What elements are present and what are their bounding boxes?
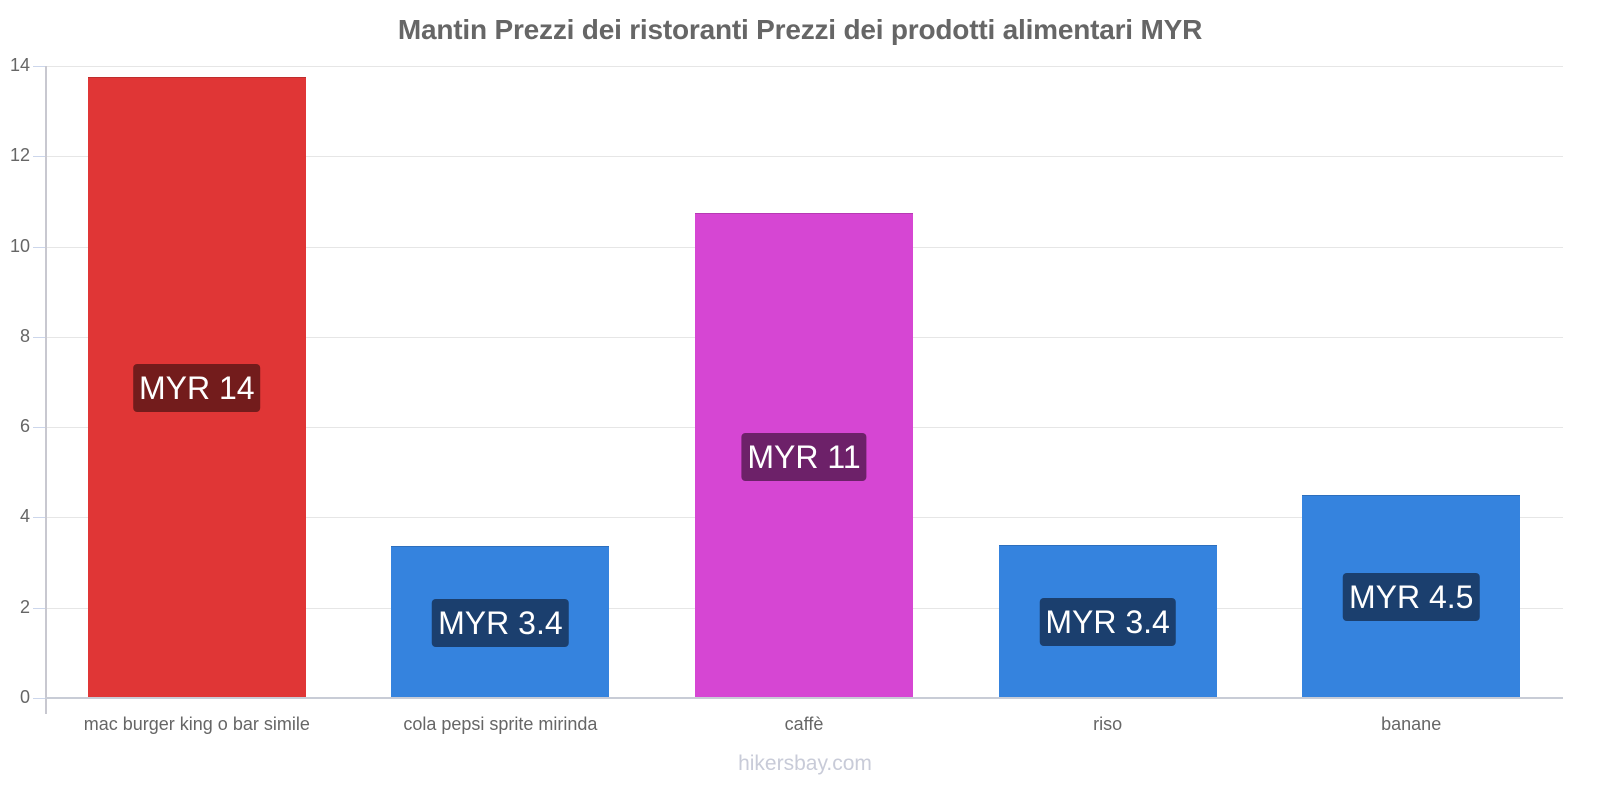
- bar-value-label: MYR 14: [133, 364, 261, 413]
- y-tick-mark: [33, 427, 45, 429]
- y-tick-label: 6: [19, 416, 30, 437]
- y-tick-label: 8: [19, 325, 30, 346]
- gridline: [45, 156, 1563, 158]
- bar[interactable]: MYR 4.5: [1302, 494, 1521, 698]
- y-tick-mark: [33, 336, 45, 338]
- bar-value-label: MYR 3.4: [432, 598, 569, 647]
- x-tick-label: mac burger king o bar simile: [83, 714, 310, 734]
- gridline: [45, 66, 1563, 67]
- y-tick-mark: [33, 156, 45, 158]
- y-tick-mark: [33, 246, 45, 248]
- x-tick-label: banane: [1381, 714, 1442, 734]
- y-tick-label: 12: [9, 145, 30, 166]
- x-tick-label: cola pepsi sprite mirinda: [403, 714, 598, 734]
- x-tick-label: riso: [1093, 714, 1123, 734]
- bar[interactable]: MYR 3.4: [391, 545, 610, 698]
- y-tick-label: 14: [9, 55, 30, 75]
- bar-value-label: MYR 3.4: [1039, 598, 1176, 647]
- bar-value-label: MYR 11: [741, 432, 867, 481]
- y-tick-label: 2: [19, 596, 30, 617]
- y-tick-mark: [33, 66, 45, 67]
- x-tick-label: caffè: [784, 714, 824, 734]
- watermark: hikersbay.com: [738, 752, 872, 775]
- bar[interactable]: MYR 11: [695, 213, 913, 698]
- chart-title: Mantin Prezzi dei ristoranti Prezzi dei …: [397, 14, 1203, 45]
- bar[interactable]: MYR 3.4: [998, 544, 1217, 698]
- plot-area: 0 2 4 6 8 10 12 14 MYR 14 MYR 3.4 MYR 11 MYR 3.4 MYR…: [10, 55, 1563, 707]
- y-axis-line: [45, 66, 47, 714]
- y-tick-mark: [33, 517, 45, 519]
- y-tick-label: 4: [19, 506, 30, 527]
- y-tick-mark: [33, 607, 45, 609]
- bar-value-label: MYR 4.5: [1342, 573, 1480, 622]
- y-tick-label: 10: [9, 235, 30, 256]
- x-axis-line: [45, 697, 1563, 699]
- y-tick-label: 0: [19, 687, 30, 707]
- bar[interactable]: MYR 14: [87, 76, 306, 698]
- y-tick-mark: [33, 698, 45, 699]
